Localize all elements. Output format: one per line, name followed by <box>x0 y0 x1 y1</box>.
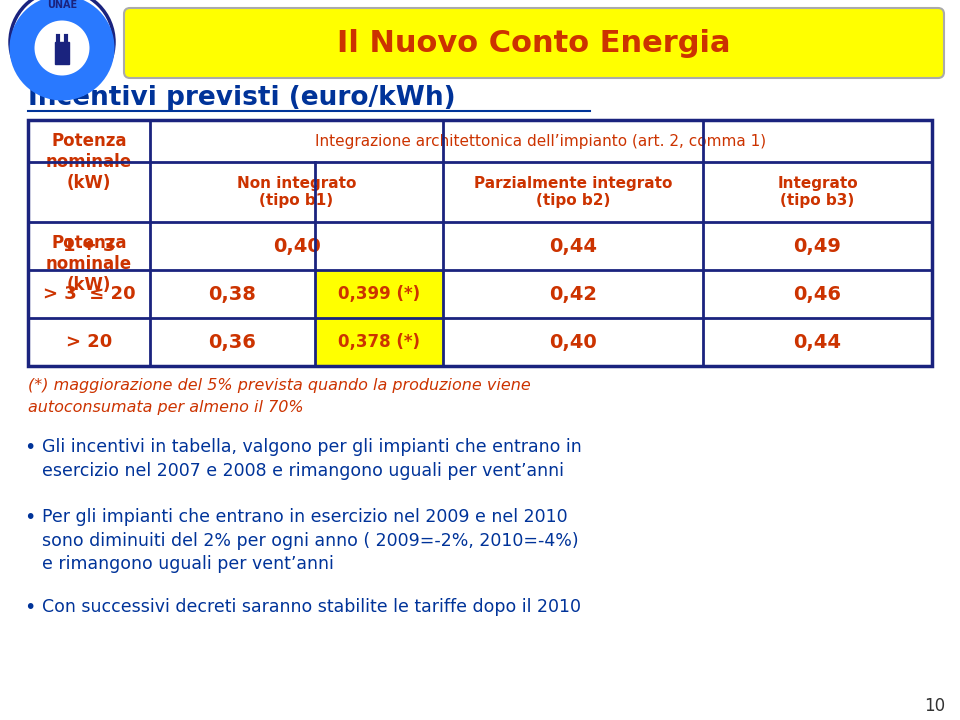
Text: Per gli impianti che entrano in esercizio nel 2009 e nel 2010
sono diminuiti del: Per gli impianti che entrano in esercizi… <box>42 508 579 573</box>
Bar <box>55 42 69 64</box>
Text: 1 ÷ 3: 1 ÷ 3 <box>62 237 115 255</box>
Text: 10: 10 <box>924 697 945 715</box>
Circle shape <box>10 0 114 94</box>
Text: Potenza
nominale
(kW): Potenza nominale (kW) <box>46 132 132 192</box>
Text: •: • <box>24 598 36 617</box>
Text: Integrazione architettonica dell’impianto (art. 2, comma 1): Integrazione architettonica dell’impiant… <box>316 133 767 148</box>
Text: 0,378 (*): 0,378 (*) <box>338 333 420 351</box>
Text: 0,399 (*): 0,399 (*) <box>338 285 420 303</box>
Text: Non integrato
(tipo b1): Non integrato (tipo b1) <box>237 176 356 208</box>
Text: 0,44: 0,44 <box>794 333 842 351</box>
Text: Potenza
nominale
(kW): Potenza nominale (kW) <box>46 234 132 294</box>
Text: > 20: > 20 <box>66 333 112 351</box>
Text: 0,44: 0,44 <box>549 236 597 256</box>
Text: 0,49: 0,49 <box>794 236 841 256</box>
Text: (*) maggiorazione del 5% prevista quando la produzione viene: (*) maggiorazione del 5% prevista quando… <box>28 378 531 393</box>
Text: UNAE: UNAE <box>47 0 77 10</box>
Text: 0,40: 0,40 <box>273 236 321 256</box>
Text: Parzialmente integrato
(tipo b2): Parzialmente integrato (tipo b2) <box>474 176 672 208</box>
Text: 0,36: 0,36 <box>208 333 256 351</box>
FancyBboxPatch shape <box>124 8 944 78</box>
Text: 0,46: 0,46 <box>794 284 842 304</box>
Text: 0,38: 0,38 <box>208 284 256 304</box>
Text: Gli incentivi in tabella, valgono per gli impianti che entrano in
esercizio nel : Gli incentivi in tabella, valgono per gl… <box>42 438 582 480</box>
Text: •: • <box>24 438 36 457</box>
Text: •: • <box>24 508 36 527</box>
Circle shape <box>40 26 84 70</box>
Bar <box>315 318 443 366</box>
Text: Integrato
(tipo b3): Integrato (tipo b3) <box>778 176 858 208</box>
Text: Il Nuovo Conto Energia: Il Nuovo Conto Energia <box>337 29 731 58</box>
Bar <box>28 120 932 366</box>
Text: Incentivi previsti (euro/kWh): Incentivi previsti (euro/kWh) <box>28 85 456 111</box>
Text: 0,42: 0,42 <box>549 284 597 304</box>
Bar <box>315 270 443 318</box>
Text: autoconsumata per almeno il 70%: autoconsumata per almeno il 70% <box>28 400 303 415</box>
Text: 0,40: 0,40 <box>549 333 597 351</box>
Text: > 3  ≤ 20: > 3 ≤ 20 <box>42 285 135 303</box>
Text: Con successivi decreti saranno stabilite le tariffe dopo il 2010: Con successivi decreti saranno stabilite… <box>42 598 581 616</box>
